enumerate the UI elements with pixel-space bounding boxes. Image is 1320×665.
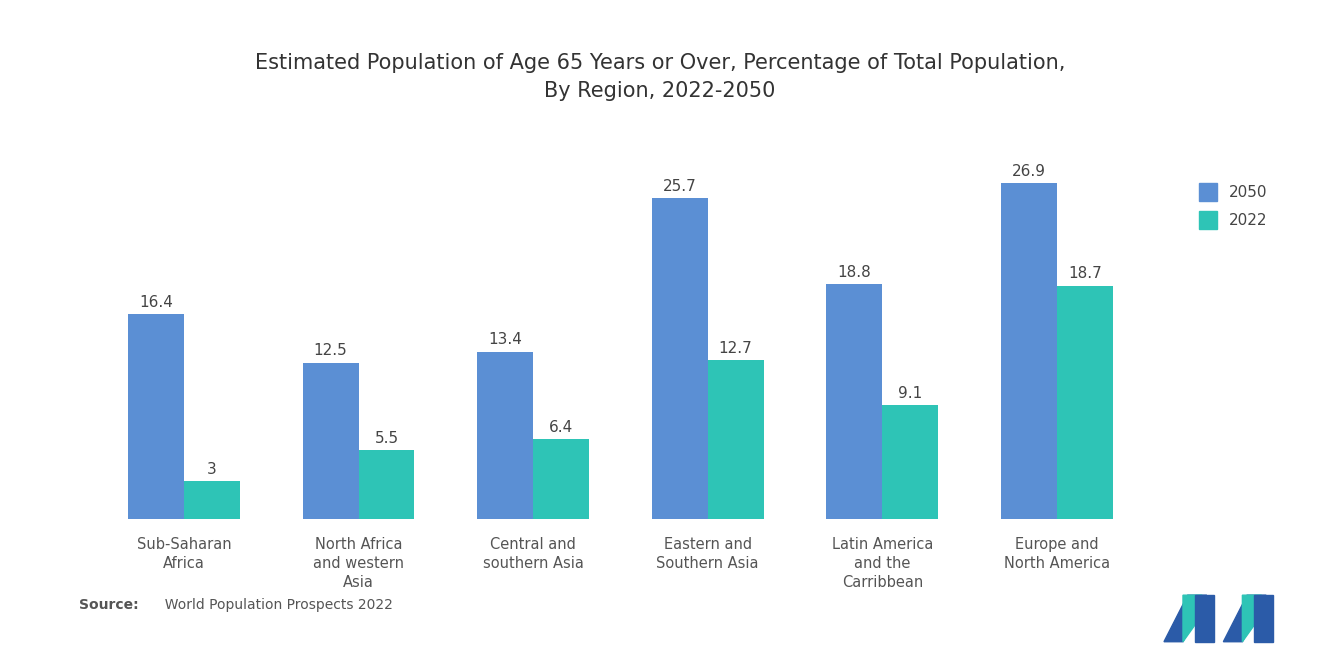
Text: Estimated Population of Age 65 Years or Over, Percentage of Total Population,
By: Estimated Population of Age 65 Years or … — [255, 53, 1065, 101]
Polygon shape — [1195, 595, 1214, 642]
Bar — [478, 352, 533, 519]
Text: 18.7: 18.7 — [1068, 266, 1102, 281]
Bar — [708, 360, 763, 519]
Text: 12.5: 12.5 — [314, 344, 347, 358]
Bar — [302, 363, 359, 519]
Legend: 2050, 2022: 2050, 2022 — [1191, 175, 1275, 237]
Polygon shape — [1164, 595, 1206, 642]
Text: 6.4: 6.4 — [549, 420, 573, 434]
Bar — [826, 285, 882, 519]
Bar — [882, 405, 939, 519]
Text: 9.1: 9.1 — [898, 386, 923, 401]
Text: Source:: Source: — [79, 598, 139, 612]
Text: 5.5: 5.5 — [375, 431, 399, 446]
Polygon shape — [1224, 595, 1266, 642]
Text: 25.7: 25.7 — [663, 179, 697, 194]
Text: 3: 3 — [207, 462, 216, 477]
Bar — [1057, 285, 1113, 519]
Text: 13.4: 13.4 — [488, 332, 523, 347]
Text: World Population Prospects 2022: World Population Prospects 2022 — [156, 598, 392, 612]
Polygon shape — [1242, 595, 1262, 642]
Bar — [128, 315, 183, 519]
Bar — [533, 439, 589, 519]
Bar — [183, 481, 240, 519]
Polygon shape — [1254, 595, 1274, 642]
Text: 26.9: 26.9 — [1012, 164, 1045, 179]
Text: 18.8: 18.8 — [837, 265, 871, 280]
Text: 12.7: 12.7 — [719, 341, 752, 356]
Bar — [359, 450, 414, 519]
Bar — [652, 198, 708, 519]
Text: 16.4: 16.4 — [139, 295, 173, 310]
Polygon shape — [1183, 595, 1203, 642]
Bar — [1001, 184, 1057, 519]
